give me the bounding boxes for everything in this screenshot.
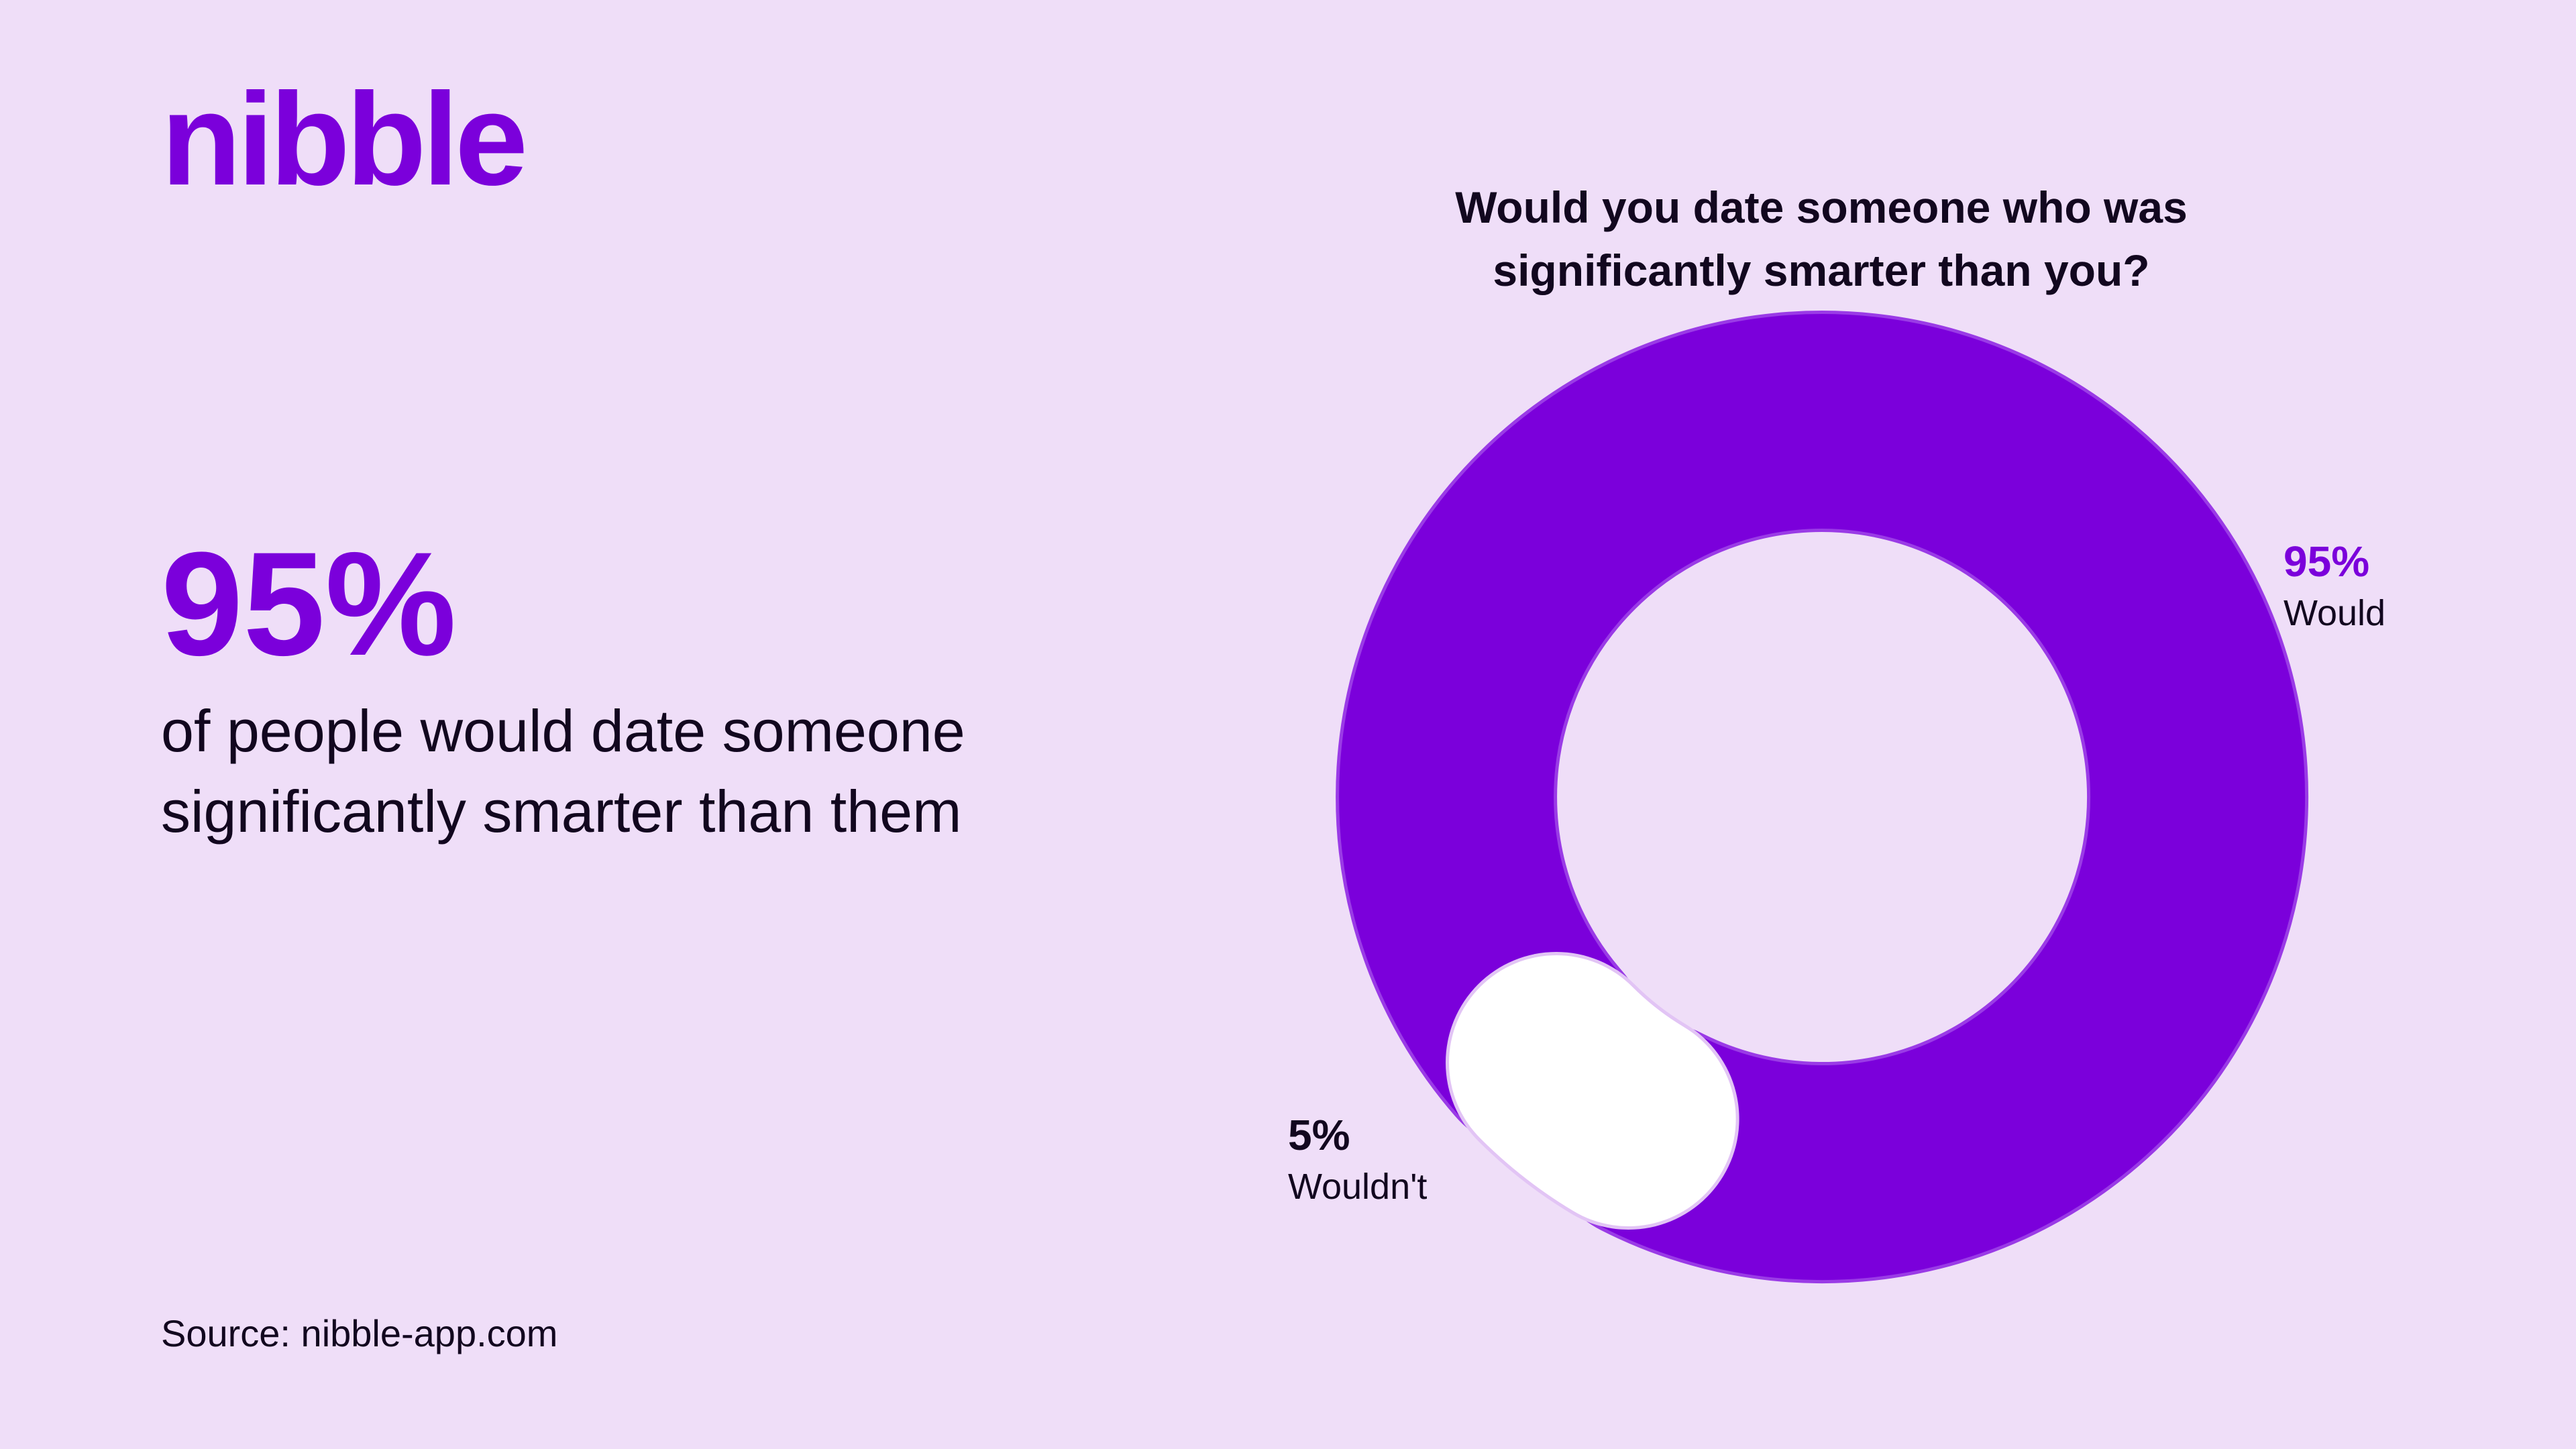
slice-name-would: Would <box>2284 593 2386 633</box>
slice-name-wouldnt: Wouldn't <box>1288 1167 1428 1207</box>
headline-description: of people would date someone significant… <box>161 698 965 845</box>
source-note: Source: nibble-app.com <box>161 1312 558 1354</box>
donut-slice-wouldnt <box>1449 955 1736 1226</box>
chart-title: Would you date someone who was significa… <box>1455 182 2188 295</box>
slice-value-wouldnt: 5% <box>1288 1111 1350 1159</box>
slice-value-would: 95% <box>2284 537 2370 586</box>
nibble-logo: nibble <box>161 66 528 213</box>
slice-label-wouldnt: 5% Wouldn't <box>1288 1114 1427 1205</box>
donut-slice-would <box>1339 314 2306 1280</box>
headline-stat: 95% <box>161 521 457 686</box>
slice-label-would: 95% Would <box>2284 540 2385 631</box>
